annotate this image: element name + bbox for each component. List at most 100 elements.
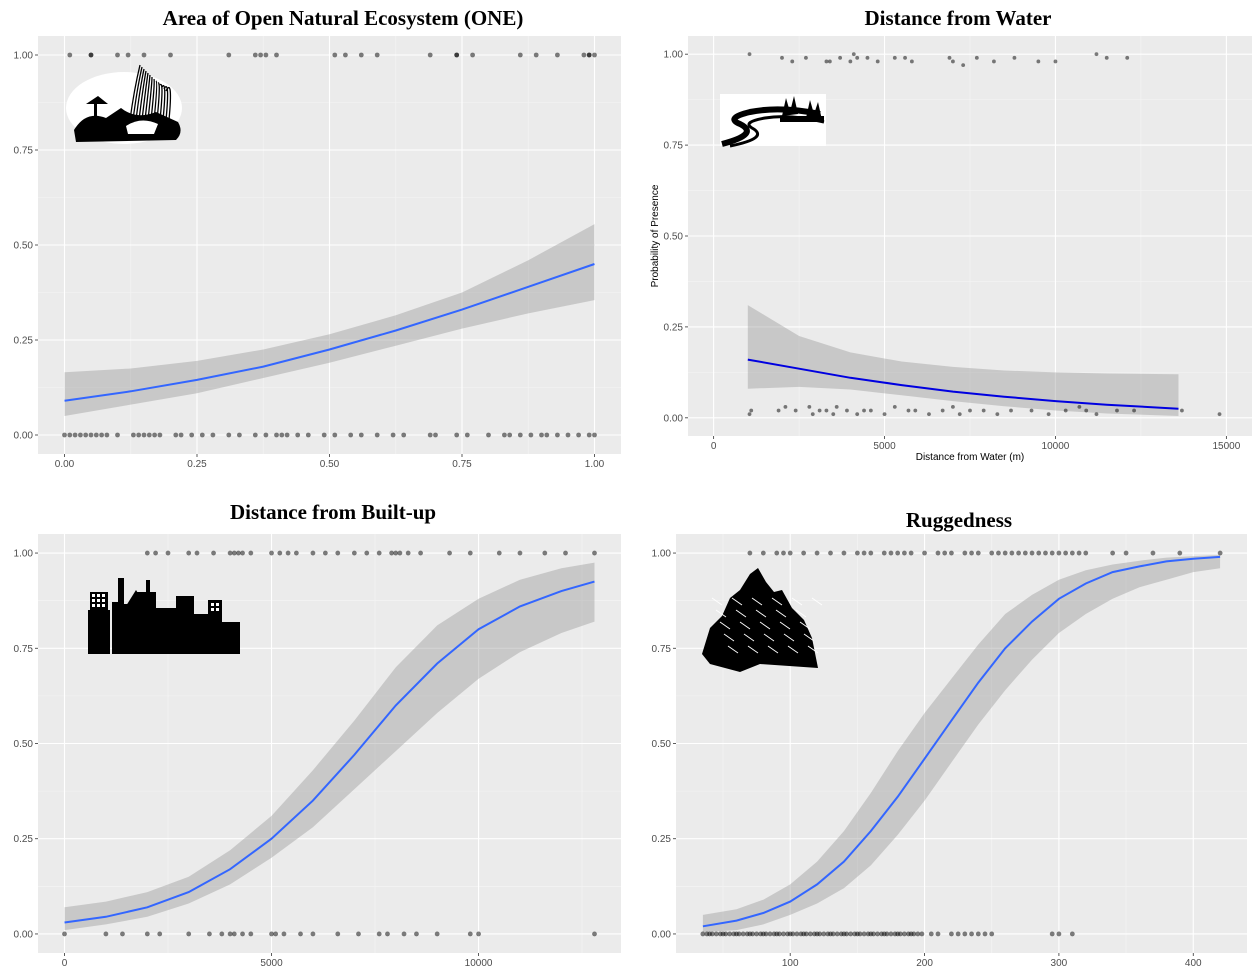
y-tick-label: 0.25	[14, 336, 34, 347]
absence-point	[767, 931, 773, 937]
absence-point	[892, 405, 897, 409]
presence-point	[258, 52, 263, 58]
absence-point	[358, 432, 364, 438]
presence-point	[227, 550, 233, 556]
presence-point	[1043, 550, 1048, 556]
absence-point	[592, 931, 597, 937]
confidence-band	[702, 555, 1221, 933]
y-tick-label: 0.75	[664, 141, 684, 152]
y-tick-label: 0.75	[652, 644, 672, 655]
y-tick-label: 0.25	[14, 834, 34, 845]
absence-point	[803, 931, 809, 937]
absence-point	[700, 931, 706, 937]
fitted-line	[64, 580, 595, 924]
absence-point	[476, 931, 481, 937]
presence-point	[581, 52, 587, 58]
presence-point	[1069, 550, 1075, 556]
presence-point	[236, 550, 241, 556]
y-tick-label: 1.00	[664, 50, 684, 61]
absence-point	[763, 931, 769, 937]
presence-point	[1002, 550, 1008, 556]
absence-point	[855, 412, 860, 417]
presence-point	[814, 550, 820, 556]
absence-point	[565, 432, 571, 438]
absence-point	[1046, 412, 1051, 417]
presence-point	[517, 550, 523, 556]
presence-point	[838, 55, 843, 60]
presence-point	[1036, 550, 1042, 556]
absence-point	[120, 931, 125, 937]
confidence-band	[747, 305, 1179, 416]
chart-builtup-svg: 0.00 0.25 0.50 0.75 1.00 0 5000 10000	[14, 534, 621, 969]
absence-point	[1217, 412, 1222, 417]
absence-point	[434, 931, 440, 937]
x-tick-label: 15000	[1212, 441, 1240, 452]
absence-point	[252, 432, 258, 438]
presence-point	[962, 550, 968, 556]
chart-panel-builtup: Distance from Built-up 0.00 0.25 0.50 0.75 1…	[0, 484, 626, 969]
absence-point	[940, 408, 945, 413]
presence-point	[961, 63, 966, 67]
absence-point	[750, 931, 755, 937]
absence-point	[1180, 408, 1184, 413]
absence-point	[790, 931, 796, 937]
absence-point	[982, 931, 988, 937]
absence-point	[906, 408, 911, 413]
absence-point	[902, 931, 907, 937]
y-tick-label: 1.00	[14, 51, 34, 62]
absence-point	[897, 931, 903, 937]
presence-point	[827, 59, 832, 64]
presence-point	[1016, 550, 1021, 556]
confidence-band	[64, 224, 595, 416]
presence-point	[418, 550, 423, 556]
absence-point	[104, 432, 110, 438]
fitted-line	[747, 358, 1179, 410]
presence-point	[332, 52, 338, 58]
presence-point	[364, 550, 370, 556]
absence-point	[555, 432, 560, 438]
x-tick-label: 100	[782, 958, 799, 969]
presence-point	[252, 52, 258, 58]
y-tick-label: 0.00	[652, 929, 672, 940]
absence-point	[709, 931, 715, 937]
fitted-line	[64, 263, 595, 402]
presence-point	[760, 550, 766, 556]
presence-point	[1104, 55, 1109, 60]
presence-point	[447, 550, 452, 556]
absence-point	[433, 432, 438, 438]
presence-point	[996, 550, 1001, 556]
absence-point	[219, 931, 225, 937]
absence-point	[868, 408, 873, 413]
absence-point	[298, 931, 303, 937]
absence-point	[777, 931, 782, 937]
absence-point	[115, 432, 120, 438]
presence-point	[454, 52, 460, 58]
presence-point	[1150, 550, 1156, 556]
absence-point	[807, 931, 813, 937]
absence-point	[776, 408, 781, 413]
absence-point	[374, 432, 380, 438]
absence-point	[927, 412, 931, 417]
presence-point	[592, 52, 597, 58]
chart-panel-one: Area of Open Natural Ecosystem (ONE) 0.0…	[0, 0, 626, 484]
presence-point	[1056, 550, 1062, 556]
presence-point	[240, 550, 245, 556]
presence-point	[949, 550, 954, 556]
presence-point	[865, 55, 870, 60]
presence-point	[1177, 550, 1183, 556]
presence-point	[274, 52, 279, 58]
presence-point	[248, 550, 254, 556]
absence-point	[78, 432, 83, 438]
confidence-band	[64, 562, 595, 931]
absence-point	[817, 408, 822, 413]
presence-point	[1125, 55, 1130, 60]
absence-point	[401, 931, 407, 937]
absence-point	[861, 931, 867, 937]
mountain-icon	[702, 568, 823, 672]
absence-point	[144, 931, 150, 937]
absence-point	[975, 931, 981, 937]
absence-point	[454, 432, 460, 438]
absence-point	[157, 432, 163, 438]
absence-point	[830, 931, 836, 937]
presence-point	[277, 550, 283, 556]
